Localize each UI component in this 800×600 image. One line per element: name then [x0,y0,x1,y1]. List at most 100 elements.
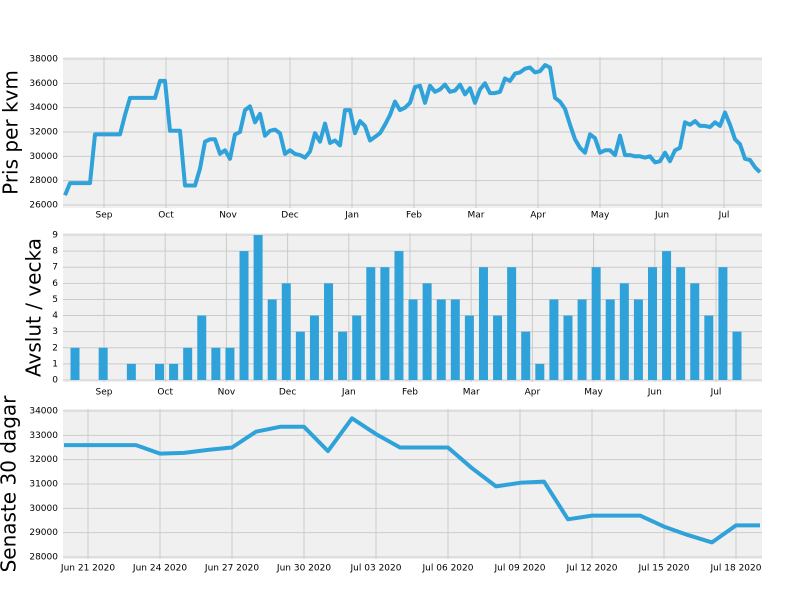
x-tick-label: Mar [468,211,485,221]
y-axis-label: Pris per kvm [0,70,23,195]
bar [633,299,643,380]
bar [493,315,503,380]
bar [324,283,334,380]
bar [704,315,714,380]
bar [591,267,601,380]
x-tick-label: Nov [218,388,236,398]
bar [70,347,80,380]
bar [422,283,432,380]
x-tick-label: Jul 18 2020 [710,564,762,574]
bar [183,347,193,380]
bar [619,283,629,380]
bar [281,283,291,380]
x-tick-label: Jul 09 2020 [494,564,546,574]
y-tick-label: 31000 [29,480,58,490]
bar [464,315,474,380]
y-tick-label: 0 [52,376,58,386]
x-tick-label: Sep [96,211,113,221]
y-tick-label: 5 [52,295,58,305]
bar [605,299,615,380]
y-tick-label: 3 [52,327,58,337]
x-tick-label: Jun 30 2020 [276,564,331,574]
bar [662,251,672,380]
x-tick-label: Apr [525,388,541,398]
bar [690,283,700,380]
x-tick-label: Mar [463,388,480,398]
bar [647,267,657,380]
x-tick-label: Jul 06 2020 [422,564,474,574]
y-tick-label: 30000 [29,504,58,514]
bar [732,331,742,380]
bar [549,299,559,380]
x-tick-label: Jun [647,388,662,398]
y-tick-label: 29000 [29,528,58,538]
x-tick-label: Oct [158,211,174,221]
y-tick-label: 38000 [29,55,58,65]
bar [521,331,531,380]
x-tick-label: Jun [654,211,669,221]
bar [676,267,686,380]
x-tick-label: Nov [219,211,237,221]
x-tick-label: Feb [402,388,418,398]
y-tick-label: 8 [52,247,58,257]
x-tick-label: Jun 27 2020 [204,564,259,574]
bar [338,331,348,380]
x-tick-label: Apr [530,211,546,221]
y-axis-label: Avslut / vecka [22,238,46,377]
x-tick-label: Jan [341,388,356,398]
price-line [63,63,762,197]
bar [366,267,376,380]
x-tick-label: Jul [718,211,730,221]
y-tick-label: 32000 [29,128,58,138]
bar [436,299,446,380]
y-tick-label: 9 [52,231,58,241]
y-tick-label: 2 [52,343,58,353]
bar [408,299,418,380]
bar [507,267,517,380]
bar [253,235,263,380]
x-tick-label: Feb [406,211,422,221]
y-axis-label: Senaste 30 dagar [0,395,21,573]
y-tick-label: 4 [52,311,58,321]
x-tick-label: Dec [279,388,296,398]
bar [718,267,728,380]
y-tick-label: 30000 [29,152,58,162]
bar [352,315,362,380]
y-tick-label: 36000 [29,79,58,89]
x-tick-label: May [591,211,610,221]
x-tick-label: Sep [96,388,113,398]
y-tick-label: 6 [52,279,58,289]
y-tick-label: 1 [52,359,58,369]
y-tick-label: 32000 [29,455,58,465]
bar [197,315,207,380]
bar [309,315,319,380]
bar [239,251,249,380]
bar [98,347,108,380]
y-tick-label: 33000 [29,431,58,441]
x-tick-label: Dec [281,211,298,221]
bar [394,251,404,380]
y-tick-label: 28000 [29,176,58,186]
x-tick-label: Oct [157,388,173,398]
bar [535,363,545,380]
x-tick-label: Jul 12 2020 [566,564,618,574]
bar [169,363,179,380]
bar [155,363,165,380]
x-tick-label: Jun 24 2020 [132,564,187,574]
bar [267,299,277,380]
bar [225,347,235,380]
bar [380,267,390,380]
bar [478,267,488,380]
bar [126,363,136,380]
y-tick-label: 34000 [29,407,58,417]
x-tick-label: Jul 15 2020 [638,564,690,574]
y-tick-label: 7 [52,263,58,273]
x-tick-label: Jan [344,211,359,221]
x-tick-label: Jul [710,388,722,398]
y-tick-label: 28000 [29,553,58,563]
x-tick-label: Jul 03 2020 [350,564,402,574]
y-tick-label: 26000 [29,201,58,211]
bar [295,331,305,380]
bar [563,315,573,380]
